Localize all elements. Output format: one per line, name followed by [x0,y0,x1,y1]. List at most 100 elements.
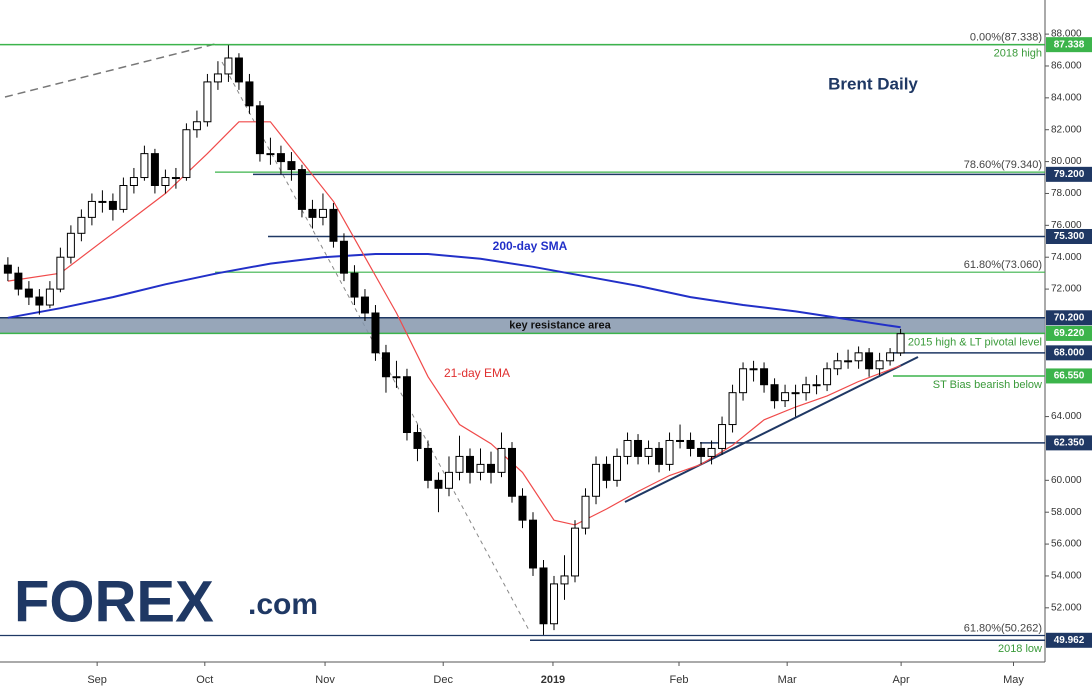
candle-body [697,447,706,457]
candle-body [802,384,811,394]
x-tick-label: 2019 [541,674,565,686]
fib-label: 78.60%(79.340) [964,159,1042,171]
x-tick-label: Dec [433,674,453,686]
candle-body [402,376,411,434]
logo-brand: FOREX [14,569,214,634]
level-box [1046,325,1092,341]
y-tick-label: 56.000 [1051,539,1082,550]
y-tick-label: 78.000 [1051,188,1082,199]
candle-body [171,177,180,180]
level-box [1046,228,1092,244]
candle-body [203,81,212,123]
candle-body [497,447,506,473]
candle-body [255,105,264,155]
y-tick-label: 84.000 [1051,92,1082,103]
level-box [1046,166,1092,182]
candle-body [465,455,474,473]
x-tick-label: May [1003,674,1024,686]
x-tick-label: Sep [87,674,107,686]
candle-body [739,368,748,394]
candle-body [350,272,359,298]
candle-body [707,447,716,457]
candle-body [45,288,54,306]
candle-body [308,208,317,218]
candle-body [718,424,727,449]
level-note: 2018 low [998,643,1042,655]
level-note: 2018 high [994,48,1042,60]
candle-body [560,575,569,585]
fib-label: 61.80%(50.262) [964,622,1042,634]
y-tick-label: 88.000 [1051,29,1082,40]
candle-body [655,447,664,465]
candle-body [623,439,632,457]
candle-body [234,57,243,83]
level-label: 70.200 [1054,312,1085,323]
candle-body [613,455,622,481]
candle-body [686,439,695,449]
candle-body [98,200,107,203]
x-tick-label: Apr [893,674,910,686]
candle-body [728,392,737,426]
y-tick-label: 86.000 [1051,61,1082,72]
level-label: 68.000 [1054,347,1085,358]
level-label: 49.962 [1054,635,1085,646]
candle-body [634,439,643,457]
candle-body [56,256,65,290]
candle-body [245,81,254,107]
candle-body [539,567,548,625]
candle-body [770,384,779,402]
candle-body [529,519,538,569]
candle-body [224,57,233,75]
candle-body [266,153,275,156]
candle-body [87,200,96,218]
candle-body [749,368,758,371]
candle-body [182,129,191,179]
candle-body [423,447,432,481]
candle-body [192,121,201,131]
candle-body [455,455,464,473]
fib-label: 61.80%(73.060) [964,259,1042,271]
y-tick-label: 54.000 [1051,571,1082,582]
candle-body [602,463,611,481]
candle-body [329,208,338,242]
level-box [1046,345,1092,361]
x-tick-label: Oct [196,674,213,686]
candle-body [486,463,495,473]
fib-label: 0.00%(87.338) [970,32,1042,44]
y-tick-label: 74.000 [1051,252,1082,263]
candle-body [875,360,884,370]
candle-body [434,479,443,489]
candle-body [865,352,874,370]
candle-body [844,360,853,363]
chart-title: Brent Daily [828,74,918,93]
level-note: 2015 high & LT pivotal level [908,336,1042,348]
y-tick-label: 72.000 [1051,284,1082,295]
candle-body [886,352,895,362]
candle-body [760,368,769,386]
level-label: 66.550 [1054,371,1085,382]
candle-body [791,392,800,395]
candle-body [550,583,559,625]
candle-body [665,439,674,465]
sma-label: 200-day SMA [493,239,568,253]
candle-body [140,153,149,179]
candle-body [644,447,653,457]
candle-body [108,200,117,210]
y-tick-label: 82.000 [1051,124,1082,135]
candle-body [676,439,685,442]
candle-body [592,463,601,497]
level-box [1046,37,1092,53]
candle-body [371,312,380,354]
candle-body [14,272,23,290]
candle-body [66,232,75,258]
candle-body [35,296,44,306]
candle-body [823,368,832,386]
candle-body [781,392,790,402]
candle-body [213,73,222,83]
level-box [1046,310,1092,326]
candle-body [507,447,516,497]
candle-body [77,216,86,234]
candle-body [581,495,590,529]
candle-body [812,384,821,387]
